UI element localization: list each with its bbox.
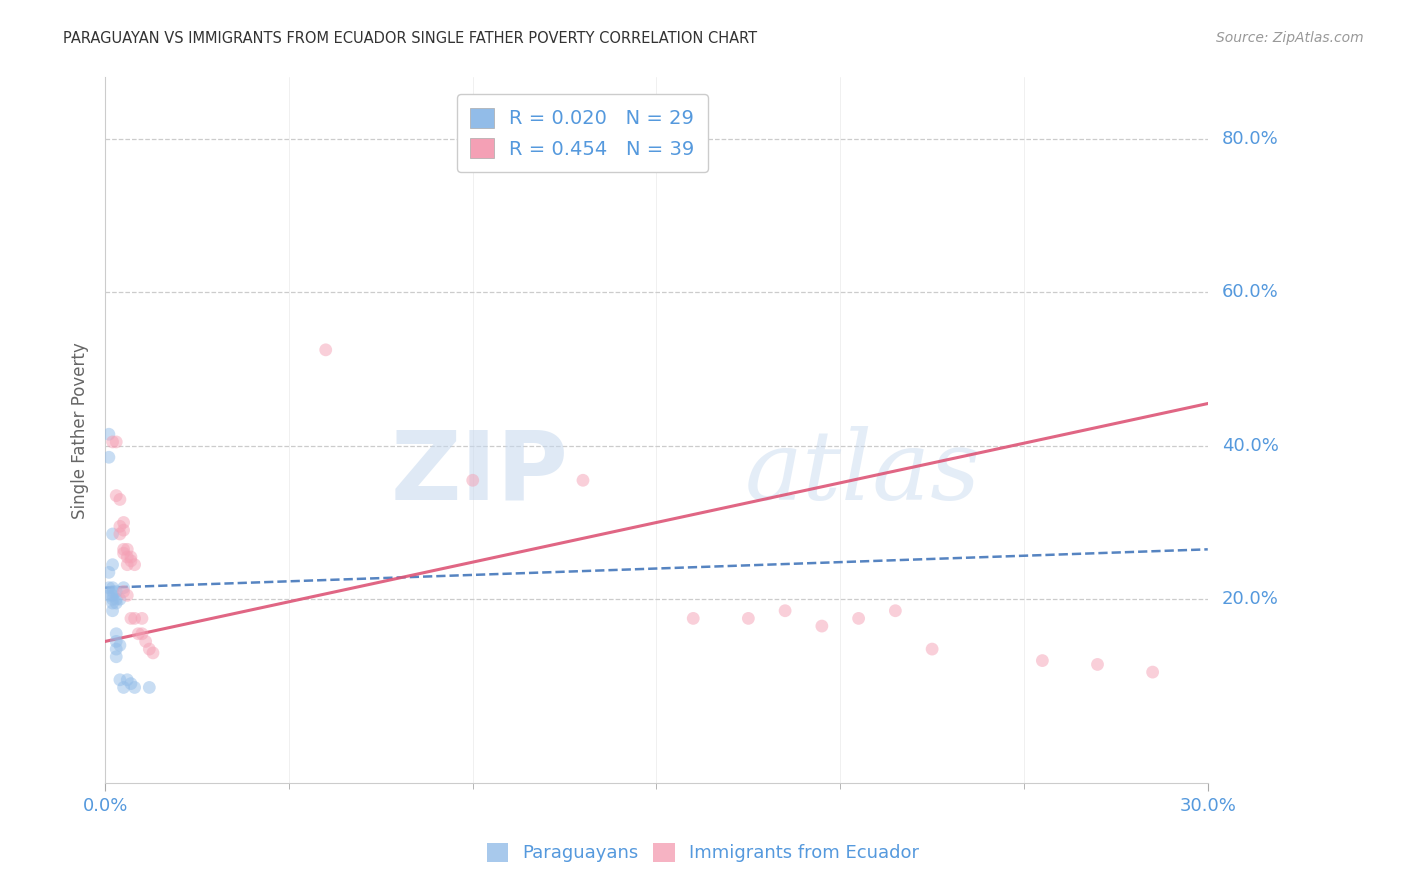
- Point: [101, 596, 124, 610]
- Point: [1087, 657, 1109, 672]
- Point: [138, 642, 160, 657]
- Point: [117, 549, 139, 564]
- Text: 80.0%: 80.0%: [1222, 130, 1278, 148]
- Y-axis label: Single Father Poverty: Single Father Poverty: [72, 342, 89, 519]
- Point: [131, 626, 153, 640]
- Point: [117, 542, 139, 557]
- Point: [105, 489, 128, 503]
- Point: [105, 634, 128, 648]
- Point: [737, 611, 759, 625]
- Point: [105, 596, 128, 610]
- Point: [101, 584, 124, 599]
- Point: [884, 604, 907, 618]
- Point: [97, 581, 120, 595]
- Point: [120, 549, 142, 564]
- Point: [105, 626, 128, 640]
- Point: [101, 604, 124, 618]
- Point: [112, 581, 135, 595]
- Point: [101, 434, 124, 449]
- Point: [97, 450, 120, 465]
- Text: 40.0%: 40.0%: [1222, 437, 1278, 455]
- Point: [315, 343, 337, 357]
- Point: [921, 642, 943, 657]
- Point: [131, 611, 153, 625]
- Point: [112, 542, 135, 557]
- Point: [108, 492, 131, 507]
- Point: [120, 611, 142, 625]
- Point: [108, 527, 131, 541]
- Legend: Paraguayans, Immigrants from Ecuador: Paraguayans, Immigrants from Ecuador: [479, 836, 927, 870]
- Point: [97, 588, 120, 602]
- Text: atlas: atlas: [745, 425, 981, 520]
- Point: [117, 673, 139, 687]
- Point: [97, 566, 120, 580]
- Point: [572, 473, 595, 487]
- Point: [135, 634, 157, 648]
- Point: [97, 427, 120, 442]
- Point: [112, 516, 135, 530]
- Point: [117, 558, 139, 572]
- Text: PARAGUAYAN VS IMMIGRANTS FROM ECUADOR SINGLE FATHER POVERTY CORRELATION CHART: PARAGUAYAN VS IMMIGRANTS FROM ECUADOR SI…: [63, 31, 758, 46]
- Point: [105, 434, 128, 449]
- Point: [682, 611, 704, 625]
- Point: [1142, 665, 1164, 679]
- Point: [101, 588, 124, 602]
- Point: [120, 554, 142, 568]
- Point: [105, 642, 128, 657]
- Legend: R = 0.020   N = 29, R = 0.454   N = 39: R = 0.020 N = 29, R = 0.454 N = 39: [457, 95, 709, 172]
- Text: 20.0%: 20.0%: [1222, 591, 1278, 608]
- Point: [811, 619, 834, 633]
- Point: [120, 676, 142, 690]
- Point: [101, 558, 124, 572]
- Point: [108, 673, 131, 687]
- Point: [124, 558, 146, 572]
- Point: [108, 592, 131, 607]
- Point: [101, 527, 124, 541]
- Text: ZIP: ZIP: [391, 426, 568, 519]
- Text: Source: ZipAtlas.com: Source: ZipAtlas.com: [1216, 31, 1364, 45]
- Point: [108, 638, 131, 652]
- Point: [127, 626, 149, 640]
- Point: [773, 604, 796, 618]
- Point: [112, 523, 135, 537]
- Point: [117, 588, 139, 602]
- Point: [112, 546, 135, 560]
- Point: [112, 681, 135, 695]
- Point: [101, 581, 124, 595]
- Point: [461, 473, 484, 487]
- Point: [138, 681, 160, 695]
- Point: [112, 584, 135, 599]
- Point: [108, 519, 131, 533]
- Point: [142, 646, 165, 660]
- Point: [848, 611, 870, 625]
- Point: [101, 592, 124, 607]
- Point: [124, 611, 146, 625]
- Point: [105, 584, 128, 599]
- Point: [105, 592, 128, 607]
- Point: [124, 681, 146, 695]
- Point: [105, 649, 128, 664]
- Point: [1031, 654, 1053, 668]
- Text: 60.0%: 60.0%: [1222, 284, 1278, 301]
